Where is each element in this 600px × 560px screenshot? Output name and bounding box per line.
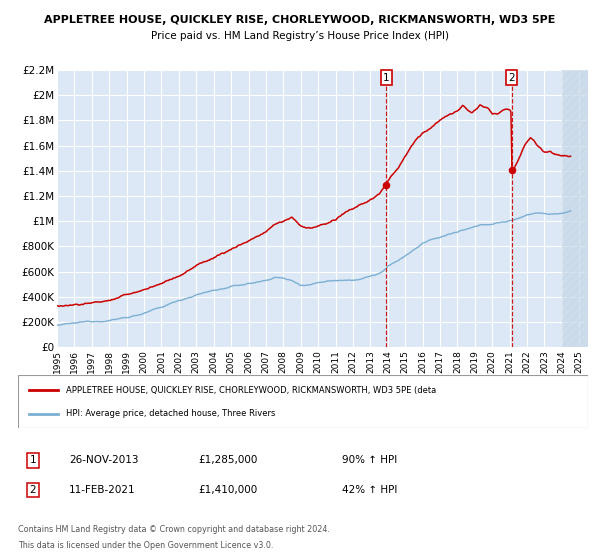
Text: Price paid vs. HM Land Registry’s House Price Index (HPI): Price paid vs. HM Land Registry’s House … <box>151 31 449 41</box>
Text: 2: 2 <box>508 73 515 82</box>
Text: APPLETREE HOUSE, QUICKLEY RISE, CHORLEYWOOD, RICKMANSWORTH, WD3 5PE: APPLETREE HOUSE, QUICKLEY RISE, CHORLEYW… <box>44 15 556 25</box>
Text: 26-NOV-2013: 26-NOV-2013 <box>69 455 139 465</box>
Text: 90% ↑ HPI: 90% ↑ HPI <box>342 455 397 465</box>
Text: Contains HM Land Registry data © Crown copyright and database right 2024.: Contains HM Land Registry data © Crown c… <box>18 525 330 534</box>
Text: 11-FEB-2021: 11-FEB-2021 <box>69 485 136 495</box>
FancyBboxPatch shape <box>18 375 588 428</box>
Text: HPI: Average price, detached house, Three Rivers: HPI: Average price, detached house, Thre… <box>67 409 276 418</box>
Text: 1: 1 <box>29 455 37 465</box>
Text: 2: 2 <box>29 485 37 495</box>
Text: 42% ↑ HPI: 42% ↑ HPI <box>342 485 397 495</box>
Text: £1,285,000: £1,285,000 <box>198 455 257 465</box>
Text: This data is licensed under the Open Government Licence v3.0.: This data is licensed under the Open Gov… <box>18 542 274 550</box>
Text: £1,410,000: £1,410,000 <box>198 485 257 495</box>
Point <box>507 165 517 174</box>
Text: 1: 1 <box>383 73 389 82</box>
Text: APPLETREE HOUSE, QUICKLEY RISE, CHORLEYWOOD, RICKMANSWORTH, WD3 5PE (deta: APPLETREE HOUSE, QUICKLEY RISE, CHORLEYW… <box>67 386 437 395</box>
Point <box>382 181 391 190</box>
